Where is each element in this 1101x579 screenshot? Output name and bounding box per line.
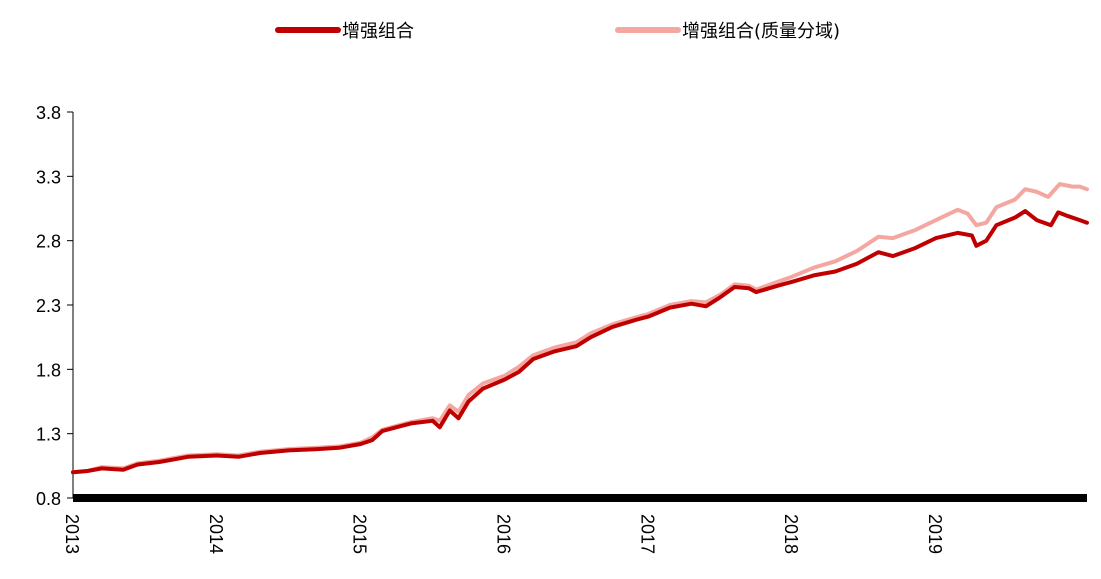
series-line-2 — [71, 182, 1089, 475]
y-tick-label: 0.8 — [36, 489, 61, 509]
x-tick-label: 2014 — [206, 514, 226, 554]
y-tick-label: 1.3 — [36, 425, 61, 445]
legend: 增强组合 增强组合(质量分域) — [275, 21, 840, 42]
y-tick-label: 1.8 — [36, 360, 61, 380]
y-tick-label: 2.8 — [36, 232, 61, 252]
legend-label-1: 增强组合 — [342, 21, 414, 42]
y-axis: 0.8 1.3 1.8 2.3 2.8 3.3 3.8 — [36, 103, 74, 509]
x-tick-label: 2015 — [350, 514, 370, 554]
y-tick-label: 3.8 — [36, 103, 61, 123]
x-axis: 2013 2014 2015 2016 2017 2018 2019 — [62, 494, 1087, 554]
x-tick-label: 2018 — [781, 514, 801, 554]
x-tick-label: 2016 — [493, 514, 513, 554]
series-layer — [71, 182, 1089, 475]
series-line-1 — [71, 209, 1089, 475]
x-axis-line — [73, 494, 1087, 502]
x-tick-label: 2013 — [62, 514, 82, 554]
x-tick-label: 2017 — [637, 514, 657, 554]
y-tick-label: 3.3 — [36, 167, 61, 187]
x-tick-label: 2019 — [925, 514, 945, 554]
legend-label-2: 增强组合(质量分域) — [682, 21, 840, 42]
y-tick-label: 2.3 — [36, 296, 61, 316]
